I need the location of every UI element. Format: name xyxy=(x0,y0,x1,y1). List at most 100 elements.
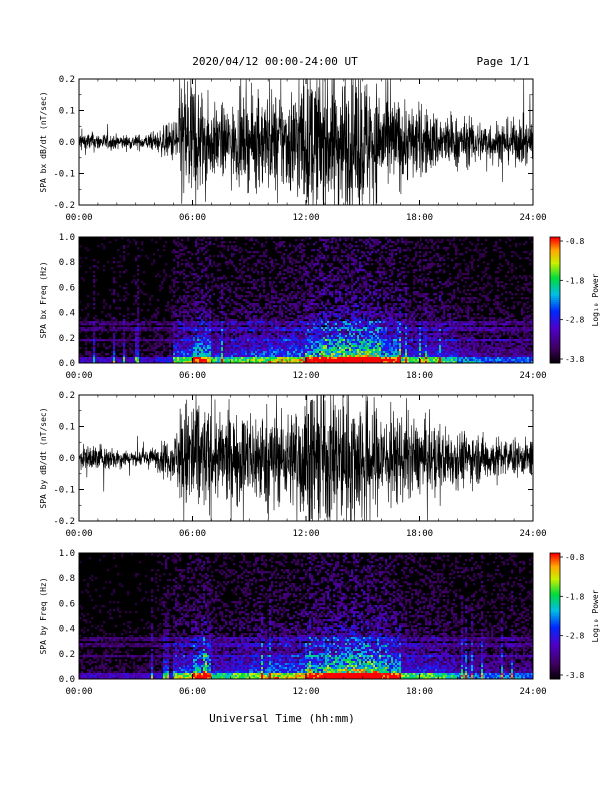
spectrogram-cell xyxy=(217,285,220,288)
spectrogram-cell xyxy=(343,331,346,334)
spectrogram-cell xyxy=(157,299,160,302)
spectrogram-cell xyxy=(239,339,242,342)
spectrogram-cell xyxy=(333,255,336,258)
spectrogram-cell xyxy=(337,243,340,246)
spectrogram-cell xyxy=(381,321,384,324)
spectrogram-cell xyxy=(349,283,352,286)
spectrogram-cell xyxy=(249,355,252,358)
spectrogram-cell xyxy=(141,327,144,330)
spectrogram-cell xyxy=(163,277,166,280)
spectrogram-cell xyxy=(357,325,360,328)
spectrogram-cell xyxy=(261,343,264,346)
spectrogram-cell xyxy=(361,321,364,324)
spectrogram-cell xyxy=(273,281,276,284)
spectrogram-cell xyxy=(159,327,162,330)
spectrogram-cell xyxy=(237,321,240,324)
spectrogram-cell xyxy=(359,345,362,348)
spectrogram-cell xyxy=(143,339,146,342)
spectrogram-cell xyxy=(307,325,310,328)
spectrogram-cell xyxy=(235,321,238,324)
spectrogram-cell xyxy=(143,343,146,346)
spectrogram-cell xyxy=(155,339,158,342)
spectrogram-cell xyxy=(389,361,392,364)
spectrogram-cell xyxy=(201,295,204,298)
spectrogram-cell xyxy=(181,305,184,308)
spectrogram-cell xyxy=(253,319,256,322)
spectrogram-cell xyxy=(339,323,342,326)
spectrogram-cell xyxy=(101,319,104,322)
spectrogram-cell xyxy=(207,355,210,358)
spectrogram-cell xyxy=(319,267,322,270)
spectrogram-cell xyxy=(135,323,138,326)
spectrogram-cell xyxy=(341,321,344,324)
spectrogram-cell xyxy=(243,355,246,358)
spectrogram-cell xyxy=(173,295,176,298)
spectrogram-cell xyxy=(231,275,234,278)
spectrogram-cell xyxy=(175,241,178,244)
spectrogram-cell xyxy=(355,255,358,258)
spectrogram-cell xyxy=(165,359,168,362)
spectrogram-cell xyxy=(273,331,276,334)
spectrogram-cell xyxy=(345,303,348,306)
spectrogram-cell xyxy=(107,339,110,342)
spectrogram-cell xyxy=(259,341,262,344)
spectrogram-cell xyxy=(161,329,164,332)
spectrogram-cell xyxy=(351,321,354,324)
spectrogram-cell xyxy=(205,323,208,326)
spectrogram-cell xyxy=(347,323,350,326)
spectrogram-cell xyxy=(195,347,198,350)
spectrogram-cell xyxy=(173,349,176,352)
spectrogram-cell xyxy=(213,323,216,326)
spectrogram-cell xyxy=(319,353,322,356)
spectrogram-cell xyxy=(231,255,234,258)
spectrogram-cell xyxy=(191,321,194,324)
spectrogram-cell xyxy=(209,359,212,362)
spectrogram-cell xyxy=(123,299,126,302)
spectrogram-cell xyxy=(223,255,226,258)
spectrogram-cell xyxy=(219,343,222,346)
spectrogram-cell xyxy=(113,335,116,338)
spectrogram-cell xyxy=(309,331,312,334)
spectrogram-cell xyxy=(265,345,268,348)
spectrogram-cell xyxy=(305,307,308,310)
spectrogram-cell xyxy=(181,329,184,332)
spectrogram-cell xyxy=(277,349,280,352)
spectrogram-cell xyxy=(181,331,184,334)
spectrogram-cell xyxy=(319,337,322,340)
spectrogram-cell xyxy=(195,293,198,296)
spectrogram-cell xyxy=(265,329,268,332)
spectrogram-cell xyxy=(387,311,390,314)
spectrogram-cell xyxy=(223,349,226,352)
spectrogram-cell xyxy=(251,237,254,240)
spectrogram-cell xyxy=(193,277,196,280)
spectrogram-cell xyxy=(251,239,254,242)
spectrogram-cell xyxy=(301,289,304,292)
spectrogram-cell xyxy=(133,321,136,324)
spectrogram-cell xyxy=(253,351,256,354)
spectrogram-cell xyxy=(267,343,270,346)
spectrogram-cell xyxy=(301,279,304,282)
spectrogram-cell xyxy=(277,355,280,358)
spectrogram-cell xyxy=(371,329,374,332)
spectrogram-cell xyxy=(379,333,382,336)
spectrogram-cell xyxy=(387,347,390,350)
spectrogram-cell xyxy=(341,315,344,318)
spectrogram-cell xyxy=(353,361,356,364)
spectrogram-cell xyxy=(113,261,116,264)
spectrogram-cell xyxy=(353,335,356,338)
spectrogram-cell xyxy=(371,303,374,306)
spectrogram-cell xyxy=(311,249,314,252)
spectrogram-cell xyxy=(245,345,248,348)
spectrogram-cell xyxy=(171,341,174,344)
spectrogram-cell xyxy=(365,281,368,284)
spectrogram-cell xyxy=(365,347,368,350)
spectrogram-cell xyxy=(187,343,190,346)
spectrogram-cell xyxy=(385,311,388,314)
spectrogram-cell xyxy=(125,361,128,364)
spectrogram-cell xyxy=(349,329,352,332)
spectrogram-cell xyxy=(295,265,298,268)
spectrogram-cell xyxy=(303,327,306,330)
spectrogram-cell xyxy=(377,271,380,274)
spectrogram-cell xyxy=(261,271,264,274)
spectrogram-cell xyxy=(323,329,326,332)
